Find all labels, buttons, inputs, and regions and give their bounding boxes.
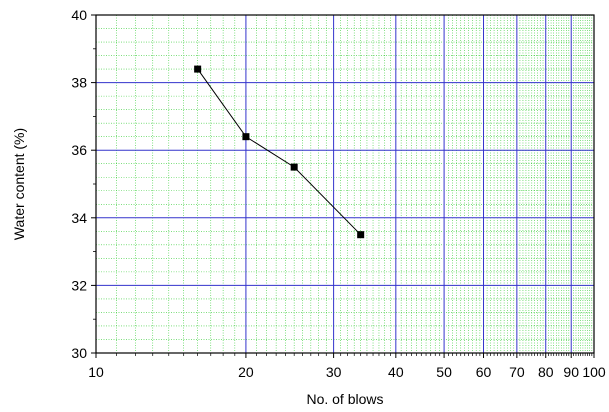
axis-ticks: [91, 14, 595, 358]
y-tick-label: 32: [71, 277, 87, 293]
x-axis-label: No. of blows: [306, 391, 383, 407]
x-tick-label: 40: [388, 364, 404, 380]
x-tick-labels: 10 20 30 40 50 60 70 80 90 100: [88, 364, 606, 380]
x-tick-label: 10: [88, 364, 104, 380]
data-point: [242, 133, 250, 141]
x-tick-label: 70: [509, 364, 525, 380]
plot-area: [96, 15, 594, 353]
x-tick-label: 90: [563, 364, 579, 380]
y-tick-label: 40: [71, 7, 87, 23]
x-tick-label: 60: [476, 364, 492, 380]
major-grid: [96, 15, 594, 353]
y-tick-label: 30: [71, 345, 87, 361]
y-tick-label: 36: [71, 142, 87, 158]
y-axis-label: Water content (%): [11, 128, 27, 240]
x-tick-label: 80: [538, 364, 554, 380]
y-tick-labels: 30 32 34 36 38 40: [71, 7, 87, 361]
data-point: [194, 65, 202, 73]
x-tick-label: 20: [238, 364, 254, 380]
minor-grid: [96, 15, 594, 353]
x-tick-label: 30: [326, 364, 342, 380]
x-tick-label: 100: [582, 364, 606, 380]
data-point: [290, 163, 298, 171]
data-point: [357, 231, 365, 239]
plot-background: [96, 15, 594, 353]
series: [194, 65, 365, 239]
y-tick-label: 34: [71, 210, 87, 226]
y-tick-label: 38: [71, 75, 87, 91]
x-tick-label: 50: [436, 364, 452, 380]
series-line: [197, 68, 362, 236]
